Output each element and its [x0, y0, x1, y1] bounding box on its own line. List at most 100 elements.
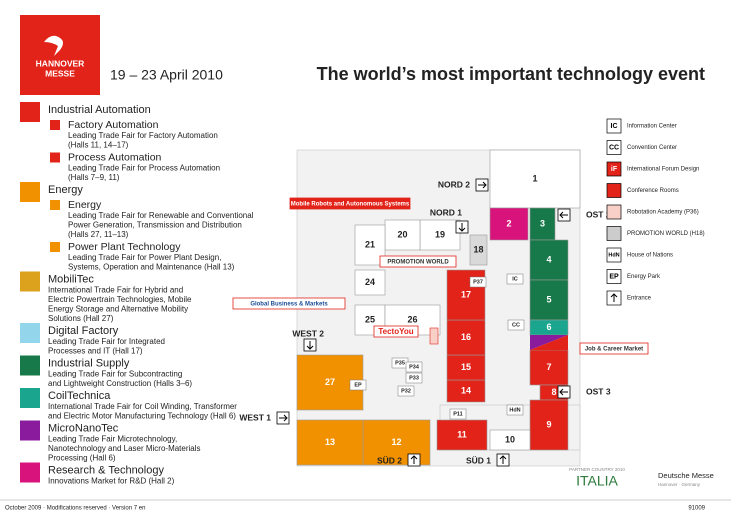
marker-label: HdN	[509, 407, 520, 413]
legend-item: Energy	[68, 199, 102, 211]
legend-description: (Halls 11, 14–17)	[68, 141, 129, 150]
legend-description: Leading Trade Fair for Renewable and Con…	[68, 211, 254, 220]
partner-country: ITALIA	[576, 473, 618, 489]
key-code: IC	[611, 123, 618, 130]
entrance-label: SÜD 1	[466, 455, 491, 465]
hall	[529, 239, 569, 281]
key-icon	[606, 226, 622, 241]
footer-right: 91009	[688, 506, 705, 512]
callout-box	[289, 197, 411, 210]
callout-label: Global Business & Markets	[250, 302, 328, 308]
legend-description: Leading Trade Fair for Subcontracting	[48, 370, 182, 379]
footer-left: October 2009 · Modifications reserved · …	[5, 506, 145, 512]
hall-label: 17	[461, 289, 471, 299]
key-code: EP	[609, 273, 619, 280]
legend-group: MicroNanoTec	[48, 422, 119, 434]
hall-label: 19	[435, 229, 445, 239]
key-label: Robotation Academy (P36)	[627, 210, 699, 216]
entrance-label: NORD 1	[430, 207, 462, 217]
hall-6-digital	[530, 335, 568, 350]
legend-group: Industrial Supply	[48, 357, 130, 369]
legend-description: Energy Storage and Alternative Mobility	[48, 305, 188, 314]
callout-box	[379, 255, 457, 268]
marker-box	[506, 404, 524, 416]
legend-swatch	[20, 355, 40, 376]
legend-description: Leading Trade Fair for Integrated	[48, 337, 165, 346]
legend-item: Factory Automation	[68, 119, 159, 131]
legend-swatch	[20, 420, 40, 441]
key-icon	[606, 161, 622, 177]
legend-item: Power Plant Technology	[68, 241, 181, 253]
legend-swatch	[20, 323, 40, 343]
marker-box	[469, 276, 487, 288]
callout-label: PROMOTION WORLD	[387, 260, 449, 266]
entrance-arrow	[279, 414, 288, 422]
legend-description: Power Generation, Transmission and Distr…	[68, 221, 242, 230]
marker-box	[397, 385, 415, 397]
hall	[384, 219, 421, 251]
partner-caption: PARTNER COUNTRY 2010	[569, 467, 625, 472]
hall	[529, 349, 569, 386]
marker-box	[449, 408, 467, 420]
legend-description: Leading Trade Fair for Factory Automatio…	[68, 131, 218, 140]
legend-description: Electric Powertrain Technologies, Mobile	[48, 295, 192, 304]
key-icon	[606, 140, 622, 155]
callout-label: Mobile Robots and Autonomous Systems	[291, 202, 410, 208]
partner-city: Hannover · Germany	[658, 482, 701, 487]
hall	[529, 399, 569, 451]
marker-label: P33	[409, 375, 419, 381]
hall-label: 14	[461, 385, 471, 395]
hall-label: 11	[457, 429, 467, 439]
legend-swatch	[20, 102, 40, 122]
legend-swatch	[20, 388, 40, 408]
key-arrow	[610, 293, 618, 302]
hall	[489, 207, 529, 241]
legend-description: and Lightweight Construction (Halls 3–6)	[48, 379, 192, 388]
legend-group: Research & Technology	[48, 464, 164, 476]
hall-label: 15	[461, 362, 471, 372]
entrance-label: WEST 2	[292, 328, 324, 338]
key-icon	[606, 204, 622, 220]
hall	[354, 269, 386, 296]
hall-label: 3	[540, 218, 545, 228]
entrance-arrow	[458, 223, 466, 232]
hall	[419, 219, 461, 251]
legend-item-swatch	[50, 120, 60, 130]
hall	[446, 319, 486, 356]
logo-text: MESSE	[45, 68, 75, 78]
entrance-label: SÜD 2	[377, 455, 402, 465]
entrance-arrow	[410, 455, 418, 464]
key-icon	[606, 183, 622, 198]
hall-label: 16	[461, 332, 471, 342]
logo-text: HANNOVER	[36, 58, 85, 68]
entrance-arrow	[559, 388, 568, 396]
legend-description: Processes and IT (Hall 17)	[48, 347, 143, 356]
marker-box	[405, 361, 423, 373]
entrance-label: OST 3	[586, 386, 611, 396]
hall-label: 10	[505, 434, 515, 444]
marker-label: IC	[512, 276, 518, 282]
key-code: HdN	[608, 252, 619, 258]
callout-box	[579, 342, 649, 355]
key-code: iF	[611, 166, 618, 173]
legend-swatch	[20, 462, 40, 483]
hall-label: 8	[551, 387, 556, 397]
key-label: House of Nations	[627, 253, 673, 259]
hall	[469, 234, 488, 266]
key-icon	[606, 269, 622, 284]
hall-label: 7	[546, 362, 551, 372]
hall-label: 25	[365, 314, 375, 324]
legend-description: and Electric Motor Manufacturing Technol…	[48, 412, 236, 421]
entrance-label: NORD 2	[438, 179, 470, 189]
key-label: Entrance	[627, 296, 652, 302]
legend-description: Systems, Operation and Maintenance (Hall…	[68, 263, 235, 272]
legend-description: Nanotechnology and Laser Micro-Materials	[48, 444, 201, 453]
legend-description: Innovations Market for R&D (Hall 2)	[48, 477, 175, 486]
callout-label: Job & Career Market	[585, 347, 643, 353]
key-icon	[606, 247, 622, 263]
hall-label: 21	[365, 239, 375, 249]
legend-group: MobiliTec	[48, 273, 94, 285]
logo-mark	[44, 35, 63, 56]
marker-label: P32	[401, 388, 411, 394]
legend-group: CoilTechnica	[48, 390, 111, 402]
